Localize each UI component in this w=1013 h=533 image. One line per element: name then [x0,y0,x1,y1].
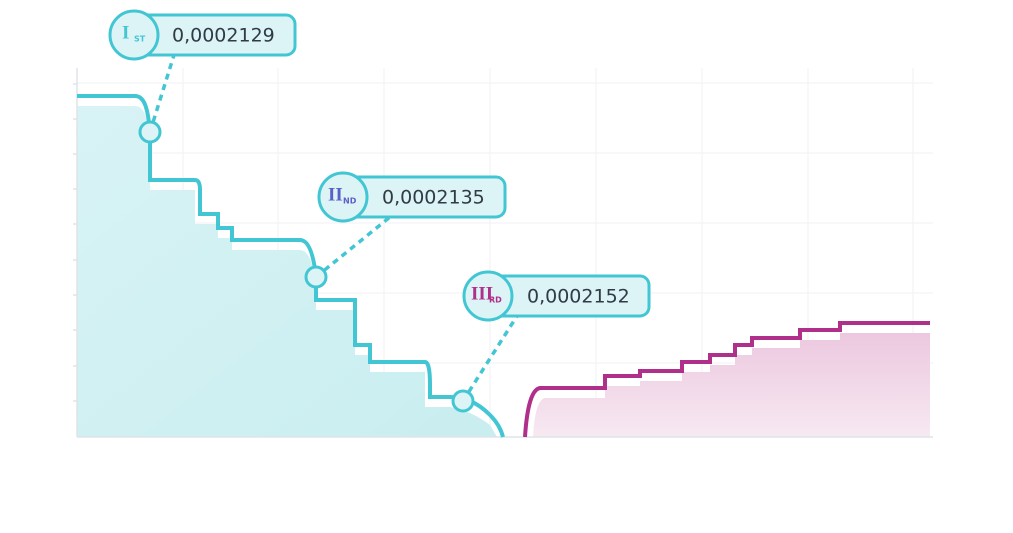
rank-suffix: ND [343,197,357,206]
rank-numeral: II [328,184,343,205]
callout-value: 0,0002129 [172,25,275,47]
bid-line [77,94,505,438]
rank-suffix: ST [134,35,146,44]
markers [138,120,475,413]
rank-numeral: III [471,283,493,304]
callout-2: II ND 0,0002135 [317,171,507,223]
rank-badge [108,9,160,61]
rank-badge [317,171,369,223]
leader-lines [148,54,519,402]
bid-area [77,106,497,437]
rank-suffix: RD [489,296,502,305]
rank-numeral: I [122,22,129,43]
callout-value: 0,0002152 [527,286,630,308]
ask-area [533,333,930,437]
callout-value: 0,0002135 [382,187,485,209]
rank-badge [462,270,514,322]
callout-3: III RD 0,0002152 [462,270,651,322]
ask-line [523,321,930,438]
callout-1: I ST 0,0002129 [108,9,297,61]
axes [73,68,933,438]
